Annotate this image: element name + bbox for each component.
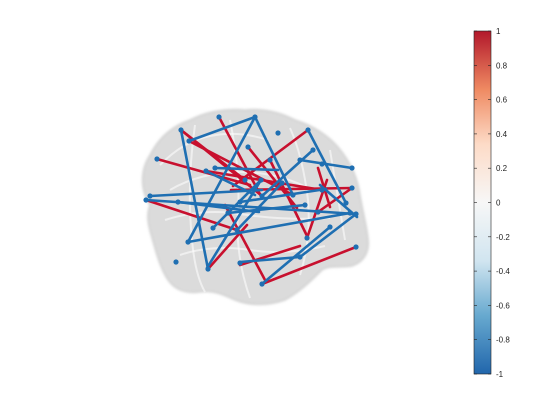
edge: [238, 187, 328, 204]
edge: [260, 148, 315, 198]
colorbar-tick-label: -0.2: [496, 233, 510, 242]
node: [319, 161, 325, 167]
node: [237, 260, 243, 266]
node: [349, 165, 355, 171]
node: [290, 192, 296, 198]
colorbar-tick-label: 0: [496, 199, 501, 208]
node: [258, 177, 264, 183]
colorbar-tick-label: -0.4: [496, 267, 510, 276]
node: [234, 227, 240, 233]
node: [154, 156, 160, 162]
colorbar-tick-label: 0.8: [496, 61, 508, 70]
edge: [186, 211, 352, 244]
brain-gyri-8: [329, 149, 346, 241]
node: [147, 193, 153, 199]
edge: [298, 212, 358, 259]
node: [252, 114, 258, 120]
edge: [144, 198, 239, 232]
node: [175, 199, 181, 205]
node: [143, 197, 149, 203]
colorbar-tick-label: 0.6: [496, 96, 508, 105]
nodes: [143, 114, 359, 287]
edge: [253, 115, 295, 197]
node: [327, 224, 333, 230]
edge: [306, 128, 348, 205]
colorbar-tick-label: 1: [496, 27, 501, 36]
edge: [268, 158, 310, 240]
brain-gyri-2: [169, 170, 313, 191]
brain-gyri-1: [159, 132, 269, 166]
edge: [260, 245, 358, 286]
edge: [226, 203, 307, 215]
node: [210, 225, 216, 231]
colorbar: 1 0.8 0.6 0.4 0.2 0 -0.2 -0.4 -0.6 -0.8 -1: [473, 27, 510, 379]
node: [349, 185, 355, 191]
edge: [204, 169, 257, 197]
node: [186, 138, 192, 144]
edge: [238, 255, 302, 264]
node: [305, 127, 311, 133]
colorbar-tick-label: 0.4: [496, 130, 508, 139]
node: [353, 211, 359, 217]
node: [319, 187, 325, 193]
edge: [213, 166, 280, 172]
node: [267, 157, 273, 163]
edge: [235, 181, 284, 232]
node: [315, 209, 321, 215]
node: [302, 202, 308, 208]
edge: [211, 178, 263, 230]
colorbar-tick-label: -0.8: [496, 336, 510, 345]
node: [259, 281, 265, 287]
node: [203, 168, 209, 174]
node: [259, 193, 265, 199]
node: [225, 210, 231, 216]
node: [297, 254, 303, 260]
node: [237, 199, 243, 205]
colorbar-tick-label: -1: [496, 370, 504, 379]
colorbar-tick-label: -0.6: [496, 301, 510, 310]
node: [173, 259, 179, 265]
node: [216, 114, 222, 120]
node: [242, 177, 248, 183]
edge: [187, 115, 257, 143]
node: [304, 235, 310, 241]
edges: [144, 115, 359, 286]
node: [297, 157, 303, 163]
node: [245, 144, 251, 150]
edge: [148, 188, 264, 198]
node: [185, 239, 191, 245]
node: [212, 165, 218, 171]
node: [353, 244, 359, 250]
node: [279, 180, 285, 186]
node: [178, 127, 184, 133]
edge: [298, 158, 354, 170]
edge: [179, 128, 210, 271]
node: [347, 210, 353, 216]
colorbar-ticks: 1 0.8 0.6 0.4 0.2 0 -0.2 -0.4 -0.6 -0.8 -1: [474, 27, 510, 379]
edge: [155, 157, 252, 187]
edge: [179, 128, 247, 182]
node: [310, 147, 316, 153]
colorbar-tick-label: 0.2: [496, 164, 508, 173]
node: [275, 130, 281, 136]
edge: [223, 203, 267, 282]
edge: [260, 225, 332, 286]
node: [205, 266, 211, 272]
node: [343, 200, 349, 206]
edge: [316, 186, 354, 214]
